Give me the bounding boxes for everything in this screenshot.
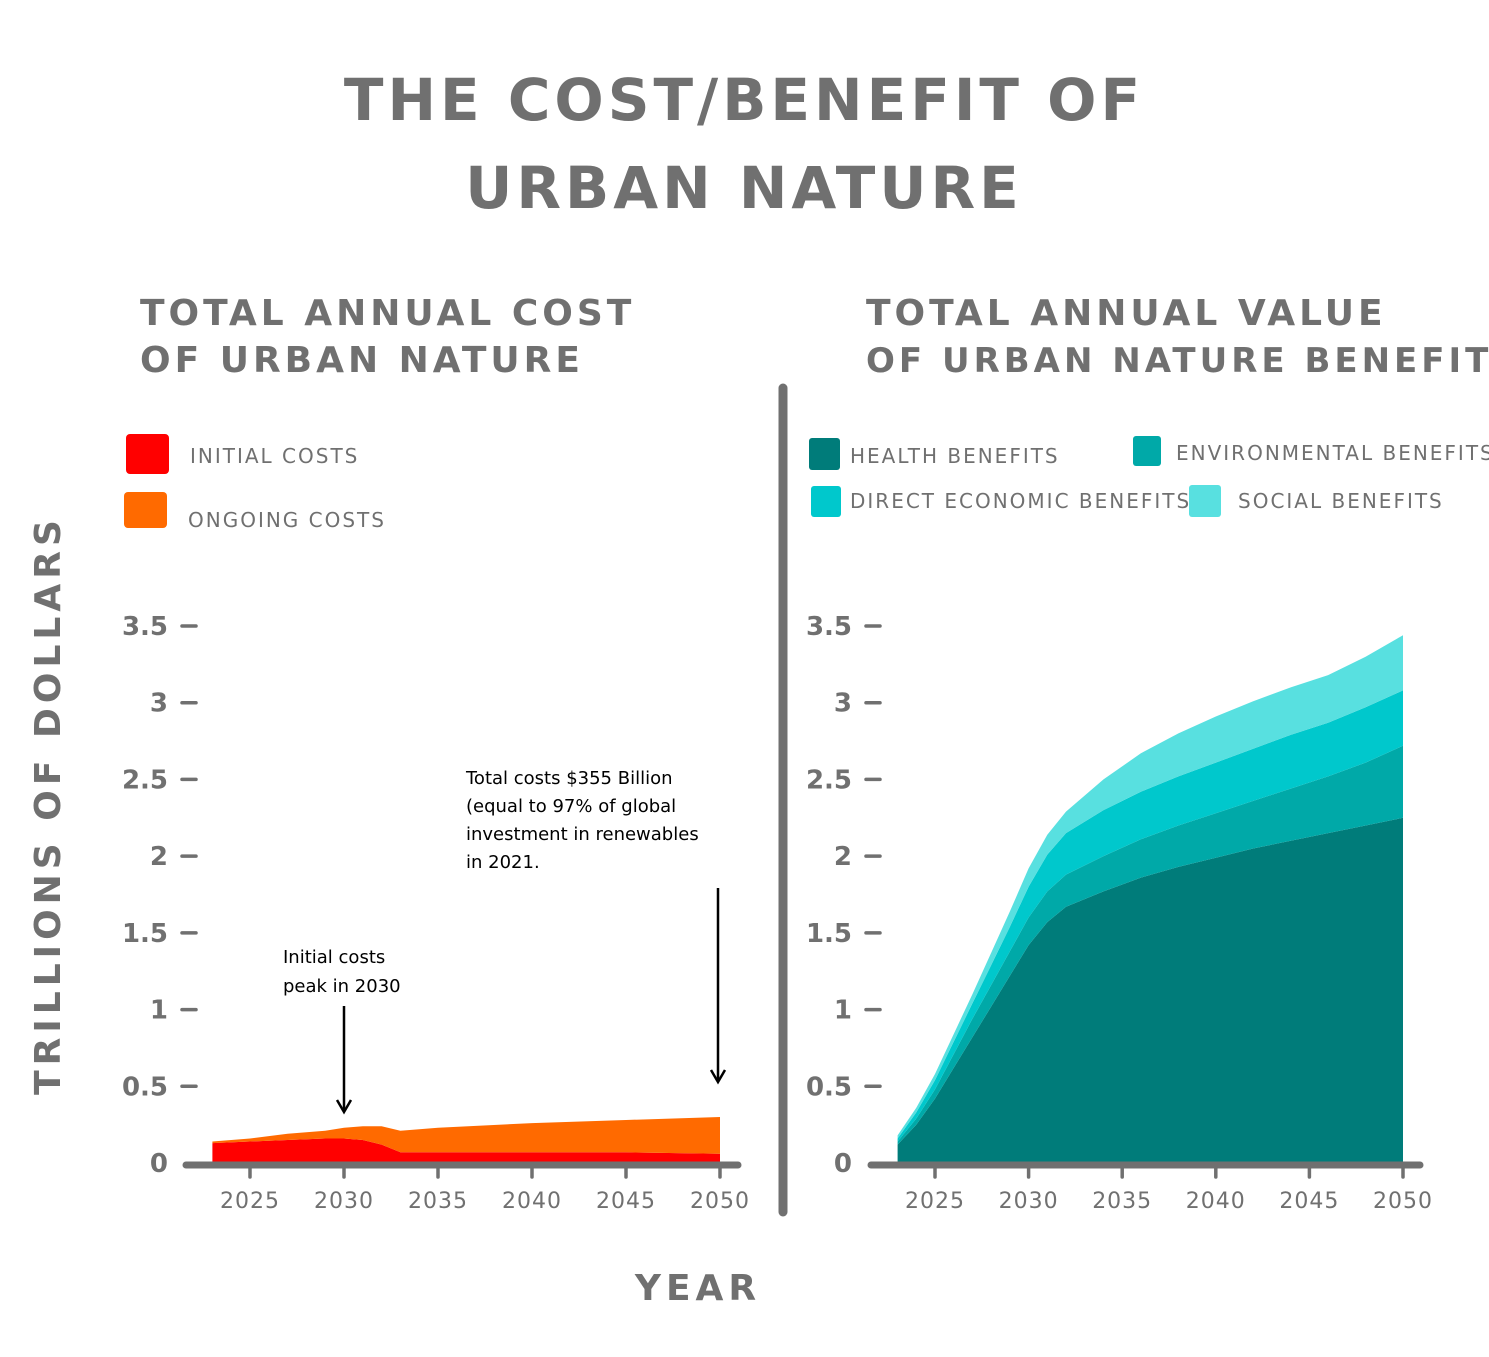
legend-swatch-health (809, 438, 840, 470)
annotation-total-line4: in 2021. (466, 852, 540, 873)
annotation-peak-arrowhead (335, 1099, 353, 1115)
annotation-total: Total costs $355 Billion (equal to 97% o… (465, 768, 699, 873)
x-tick-label: 2025 (905, 1189, 965, 1214)
annotation-total-line2: (equal to 97% of global (466, 796, 676, 817)
y-tick-label: 1.5 (122, 919, 168, 949)
y-tick-label: 1 (834, 996, 852, 1026)
x-tick-label: 2040 (1186, 1189, 1246, 1214)
x-tick-label: 2045 (1279, 1189, 1339, 1214)
area-health (897, 817, 1403, 1163)
annotation-peak-line2: peak in 2030 (283, 976, 401, 997)
legend-label-economic: DIRECT ECONOMIC BENEFITS (850, 489, 1191, 513)
y-tick-label: 1.5 (806, 919, 852, 949)
y-tick-label: 0 (150, 1149, 168, 1179)
y-axis-label: TRILLIONS OF DOLLARS (28, 515, 69, 1095)
area-initial (212, 1138, 720, 1163)
legend-swatch-ongoing (124, 492, 167, 528)
x-tick-label: 2045 (596, 1189, 656, 1214)
y-tick-label: 3 (150, 689, 168, 719)
x-axis-label: YEAR (634, 1268, 761, 1309)
annotation-peak: Initial costs peak in 2030 (283, 947, 401, 997)
legend-label-initial: INITIAL COSTS (190, 444, 359, 468)
legend-swatch-social (1189, 485, 1221, 517)
benefit-chart-title-line1: TOTAL ANNUAL VALUE (866, 293, 1387, 334)
area-environmental (897, 745, 1403, 1145)
benefit-chart: 0 0.5 1 1.5 2 2.5 3 3.5 2025 2030 2035 2040 2045 2050 (806, 612, 1433, 1214)
cost-chart: 0 0.5 1 1.5 2 2.5 3 3.5 2025 2030 2035 2040 2045 2050 (122, 612, 750, 1214)
benefit-chart-title-line2: OF URBAN NATURE BENEFITS (866, 341, 1489, 381)
y-tick-label: 2 (834, 842, 852, 872)
annotation-total-line1: Total costs $355 Billion (465, 768, 673, 789)
y-tick-label: 0.5 (806, 1072, 852, 1102)
annotation-total-arrowhead (709, 1069, 727, 1085)
main-title-line2: URBAN NATURE (465, 154, 1022, 222)
cost-chart-title-line1: TOTAL ANNUAL COST (140, 293, 635, 334)
x-tick-label: 2050 (1373, 1189, 1433, 1214)
legend-swatch-economic (811, 486, 841, 517)
y-tick-label: 3 (834, 689, 852, 719)
x-tick-label: 2035 (408, 1189, 468, 1214)
legend-label-environmental: ENVIRONMENTAL BENEFITS (1176, 441, 1489, 465)
legend-label-health: HEALTH BENEFITS (850, 444, 1060, 468)
x-tick-label: 2040 (502, 1189, 562, 1214)
area-social (897, 635, 1403, 1139)
y-tick-label: 0 (834, 1149, 852, 1179)
area-economic (897, 690, 1403, 1142)
x-tick-label: 2050 (690, 1189, 750, 1214)
y-tick-label: 1 (150, 996, 168, 1026)
y-tick-label: 0.5 (122, 1072, 168, 1102)
legend-label-social: SOCIAL BENEFITS (1238, 489, 1444, 513)
legend-swatch-environmental (1133, 436, 1161, 466)
x-tick-label: 2035 (1092, 1189, 1152, 1214)
area-ongoing (212, 1117, 720, 1154)
y-tick-label: 3.5 (806, 612, 852, 642)
x-tick-label: 2030 (314, 1189, 374, 1214)
y-tick-label: 2.5 (806, 765, 852, 795)
x-tick-label: 2025 (220, 1189, 280, 1214)
y-tick-label: 2.5 (122, 765, 168, 795)
main-title-line1: THE COST/BENEFIT OF (344, 66, 1144, 134)
y-tick-label: 3.5 (122, 612, 168, 642)
cost-chart-title-line2: OF URBAN NATURE (140, 340, 584, 381)
annotation-total-line3: investment in renewables (466, 824, 699, 845)
legend-swatch-initial (126, 434, 169, 474)
y-tick-label: 2 (150, 842, 168, 872)
legend-label-ongoing: ONGOING COSTS (188, 508, 386, 532)
x-tick-label: 2030 (999, 1189, 1059, 1214)
annotation-peak-line1: Initial costs (283, 947, 385, 968)
